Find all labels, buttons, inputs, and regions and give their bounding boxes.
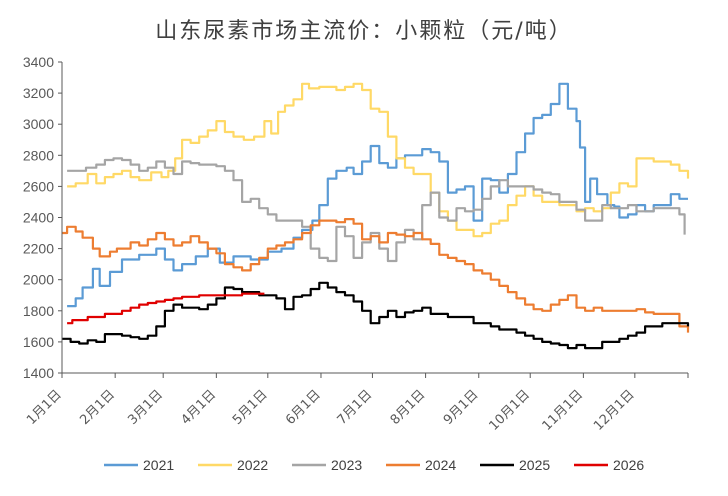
legend: 2021 2022 2023 2024 2025 2026 (104, 457, 644, 473)
x-tick-label: 1月1日 (24, 387, 65, 428)
y-tick-label: 1400 (23, 365, 54, 381)
y-tick-label: 1800 (23, 303, 54, 319)
x-tick-label: 3月1日 (125, 387, 166, 428)
y-tick-label: 2400 (23, 210, 54, 226)
x-tick-label: 10月1日 (486, 387, 533, 434)
x-tick-label: 4月1日 (178, 387, 219, 428)
series-layer (62, 82, 690, 350)
x-tick-label: 7月1日 (335, 387, 376, 428)
y-tick-label: 1600 (23, 334, 54, 350)
y-tick-label: 2600 (23, 178, 54, 194)
legend-label: 2022 (237, 457, 268, 473)
legend-label: 2024 (425, 457, 456, 473)
legend-label: 2021 (143, 457, 174, 473)
y-tick-label: 3000 (23, 116, 54, 132)
series-line-2025 (62, 281, 690, 350)
series-line-2023 (67, 157, 686, 263)
series-line-2022 (67, 82, 690, 238)
x-tick-label: 8月1日 (388, 387, 429, 428)
legend-label: 2025 (519, 457, 550, 473)
x-tick-label: 6月1日 (283, 387, 324, 428)
x-tick-label: 2月1日 (77, 387, 118, 428)
series-line-2021 (67, 82, 688, 308)
y-tick-label: 2200 (23, 241, 54, 257)
y-tick-label: 3400 (23, 54, 54, 70)
x-tick-label: 12月1日 (591, 387, 638, 434)
x-tick-label: 9月1日 (441, 387, 482, 428)
x-tick-label: 5月1日 (230, 387, 271, 428)
y-tick-label: 2800 (23, 147, 54, 163)
y-tick-label: 3200 (23, 85, 54, 101)
chart-title: 山东尿素市场主流价：小颗粒（元/吨） (155, 19, 572, 44)
y-tick-label: 2000 (23, 272, 54, 288)
legend-label: 2026 (613, 457, 644, 473)
legend-label: 2023 (331, 457, 362, 473)
axes: 1400 1600 1800 2000 2200 2400 2600 2800 3000 3200… (23, 54, 689, 434)
series-line-2026 (67, 292, 265, 325)
series-line-2024 (62, 218, 690, 333)
x-tick-label: 11月1日 (540, 387, 587, 434)
